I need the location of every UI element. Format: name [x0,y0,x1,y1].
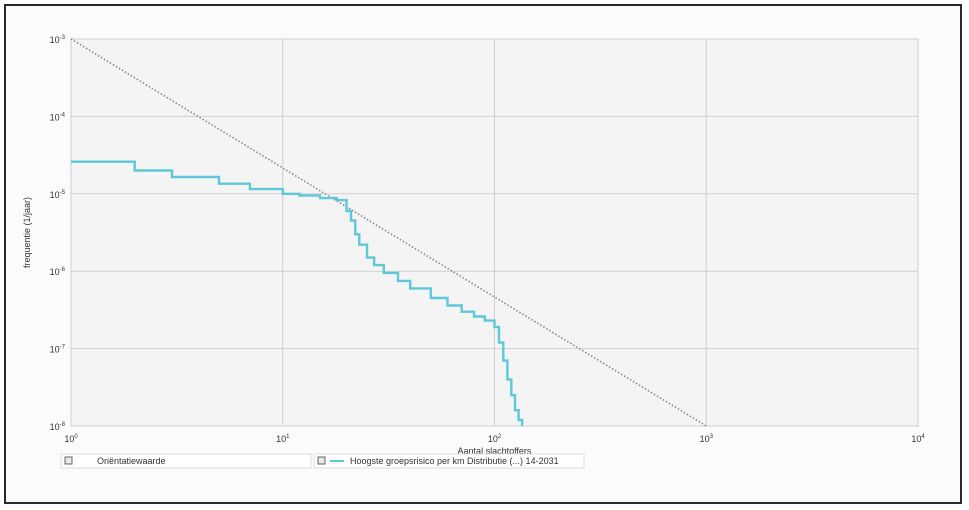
x-tick-label: 102 [488,434,502,444]
chart-frame: 100 101 102 103 104 10-3 10-4 10-5 10-6 10-7 10-8 … [4,4,962,504]
orientatiewaarde-series-line [70,38,707,427]
x-axis-title: Aantal slachtoffers [458,446,532,456]
x-tick-label: 100 [64,434,78,444]
series-layer [70,38,707,427]
legend-label: Hoogste groepsrisico per km Distributie … [350,456,559,466]
legend-item[interactable] [60,453,312,469]
y-tick-label: 10-8 [50,422,66,432]
y-tick-label: 10-3 [50,35,66,45]
y-tick-label: 10-6 [50,267,66,277]
y-tick-label: 10-4 [50,112,66,122]
x-tick-label: 103 [700,434,714,444]
legend-label: Oriëntatiewaarde [97,456,166,466]
groepsrisico-series-line [71,160,524,426]
x-tick-label: 101 [276,434,290,444]
y-tick-label: 10-7 [50,345,66,355]
y-tick-label: 10-5 [50,190,66,200]
x-tick-label: 104 [911,434,925,444]
y-axis-title: frequentie (1/jaar) [22,197,32,268]
legend-checkbox[interactable] [317,456,326,465]
legend-item[interactable] [313,453,585,469]
tick-labels: 100 101 102 103 104 10-3 10-4 10-5 10-6 10-7 10-8 [50,35,926,444]
grid [70,38,919,427]
chart-svg: 100 101 102 103 10410-310-410-510-610-710-8 … [22,35,926,469]
legend-checkbox[interactable] [64,456,73,465]
legend: Oriëntatiewaarde Hoogste groepsrisico per… [60,453,585,469]
